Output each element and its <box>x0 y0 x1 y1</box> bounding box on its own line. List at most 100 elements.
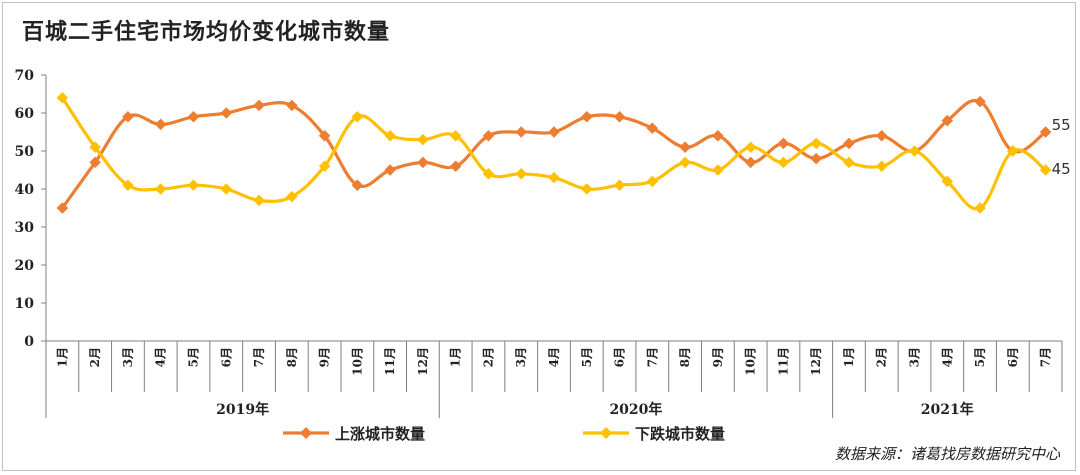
rise-series-marker <box>941 114 954 127</box>
legend-label: 下跌城市数量 <box>635 425 725 443</box>
year-label: 2020年 <box>609 401 662 418</box>
rise-series-marker <box>646 122 659 135</box>
fall-series-marker <box>122 179 134 192</box>
rise-series-marker <box>777 137 790 150</box>
fall-series-marker <box>417 133 429 146</box>
rise-series-marker <box>482 129 495 142</box>
rise-series-marker <box>875 129 888 142</box>
fall-series-marker <box>351 110 364 123</box>
fall-series-marker <box>187 179 200 192</box>
rise-series-marker <box>449 160 462 173</box>
fall-series-marker <box>810 137 823 150</box>
fall-series-marker <box>548 171 560 184</box>
rise-series-marker <box>744 156 757 169</box>
y-tick-label: 20 <box>15 258 35 274</box>
rise-series-marker <box>187 110 200 123</box>
rise-series-marker <box>89 156 102 169</box>
x-tick-label: 1月 <box>55 347 69 367</box>
legend-label: 上涨城市数量 <box>335 425 425 443</box>
y-tick-label: 10 <box>15 296 35 312</box>
rise-series-marker <box>154 118 167 131</box>
x-tick-label: 1月 <box>842 347 856 367</box>
x-tick-label: 6月 <box>613 347 627 367</box>
legend-swatch-marker <box>600 427 612 439</box>
rise-series-marker <box>515 126 528 138</box>
x-tick-label: 7月 <box>1039 347 1053 367</box>
legend: 上涨城市数量 下跌城市数量 <box>283 425 725 443</box>
x-tick-label: 4月 <box>154 347 168 367</box>
x-tick-label: 3月 <box>908 347 922 367</box>
legend-swatch-marker <box>300 427 312 439</box>
fall-series-marker <box>777 156 790 169</box>
fall-series-marker <box>679 156 691 169</box>
x-tick-labels: 1月 2月 3月 4月 5月 6月 7月 8月 9月 10月 11月 12月 1月 2月 3月 4月 5月 6月 7… <box>55 347 1052 418</box>
rise-series-marker <box>1039 126 1052 138</box>
fall-series-marker <box>515 167 528 180</box>
x-tick-label: 11月 <box>776 347 790 376</box>
rise-series-marker <box>384 164 396 176</box>
rise-series-marker <box>351 179 364 192</box>
rise-series-marker <box>56 202 69 214</box>
rise-series-marker <box>417 156 429 169</box>
rise-series-marker <box>285 99 298 112</box>
y-tick-label: 60 <box>15 106 35 122</box>
x-tick-label: 1月 <box>449 347 463 367</box>
end-data-label: 55 <box>1052 116 1071 134</box>
rise-series-marker <box>712 129 724 142</box>
fall-series-marker <box>253 194 265 207</box>
x-tick-label: 11月 <box>383 347 397 376</box>
x-tick-label: 3月 <box>121 347 135 367</box>
x-tick-label: 10月 <box>350 347 364 376</box>
rise-series-marker <box>974 95 986 108</box>
x-tick-label: 3月 <box>514 347 528 367</box>
x-tick-label: 2月 <box>88 347 102 367</box>
rise-series-marker <box>843 137 855 150</box>
chart-title: 百城二手住宅市场均价变化城市数量 <box>22 19 391 45</box>
x-tick-label: 7月 <box>252 347 266 367</box>
x-tick-label: 7月 <box>645 347 659 367</box>
rise-series-line <box>60 98 1048 210</box>
fall-series-marker <box>712 164 724 176</box>
fall-series-marker <box>875 160 888 173</box>
x-tick-label: 4月 <box>547 347 561 367</box>
y-tick-label: 50 <box>15 144 35 160</box>
fall-series-marker <box>1006 145 1019 157</box>
axes <box>41 74 1063 418</box>
end-data-label: 45 <box>1052 160 1071 178</box>
rise-series-marker <box>548 126 560 138</box>
fall-series-marker <box>56 91 69 104</box>
year-label: 2019年 <box>216 401 269 418</box>
y-tick-label: 40 <box>15 182 35 198</box>
year-label: 2021年 <box>921 401 974 418</box>
fall-series-marker <box>89 141 102 154</box>
fall-series-marker <box>154 183 167 195</box>
x-tick-label: 12月 <box>416 347 430 376</box>
x-tick-label: 2月 <box>481 347 495 367</box>
x-tick-label: 6月 <box>219 347 233 367</box>
fall-series-marker <box>318 160 331 173</box>
data-source: 数据来源：诸葛找房数据研究中心 <box>834 445 1060 463</box>
fall-series-marker <box>384 129 396 142</box>
x-tick-label: 5月 <box>186 347 200 367</box>
rise-series-marker <box>580 110 593 123</box>
fall-series-marker <box>843 156 855 169</box>
y-tick-label: 30 <box>15 220 35 236</box>
end-labels: 55 45 <box>1052 116 1071 178</box>
x-tick-label: 5月 <box>580 347 594 367</box>
rise-series-marker <box>318 129 331 142</box>
rise-series-marker <box>679 141 691 154</box>
fall-series-marker <box>974 202 986 214</box>
series-lines <box>60 96 1048 211</box>
x-tick-label: 2月 <box>875 347 889 367</box>
x-tick-label: 8月 <box>285 347 299 367</box>
fall-series-marker <box>744 141 757 154</box>
fall-series-marker <box>646 175 659 188</box>
fall-series-marker <box>449 129 462 142</box>
x-tick-label: 9月 <box>318 347 332 367</box>
y-tick-label: 0 <box>24 334 34 350</box>
rise-series-marker <box>122 110 134 123</box>
rise-series-marker <box>253 99 265 112</box>
x-tick-label: 9月 <box>711 347 725 367</box>
